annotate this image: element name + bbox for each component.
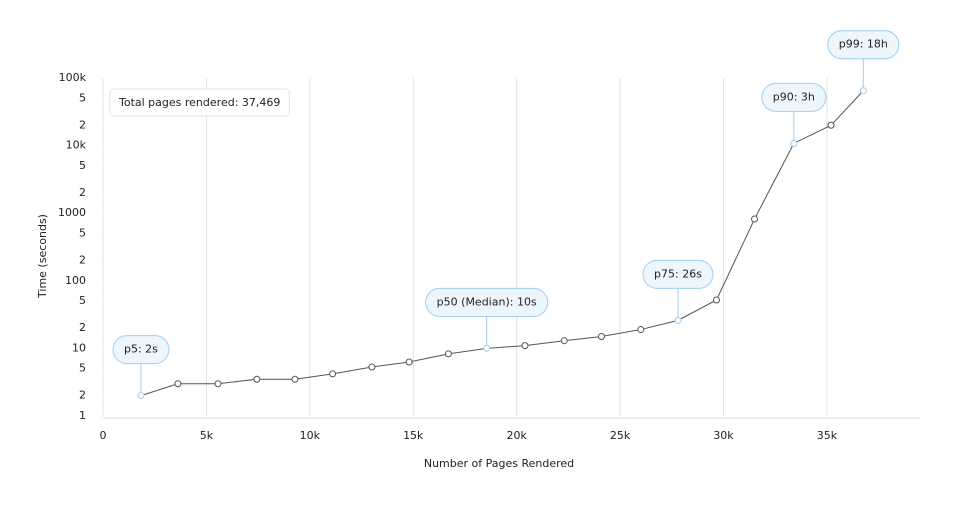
point xyxy=(405,358,413,366)
y-tick-label: 2 xyxy=(79,186,86,199)
point xyxy=(674,316,682,324)
callout-label: p75: 26s xyxy=(654,267,702,280)
y-tick-label: 100k xyxy=(59,71,87,84)
note-text: Total pages rendered: 37,469 xyxy=(118,96,280,109)
y-tick-label: 2 xyxy=(79,253,86,266)
point xyxy=(597,332,605,340)
point xyxy=(637,326,645,334)
point xyxy=(712,296,720,304)
line xyxy=(140,90,864,397)
callout-label: p99: 18h xyxy=(839,38,888,51)
x-tick-label: 5k xyxy=(200,429,214,442)
y-axis-label: Time (seconds) xyxy=(36,214,49,299)
x-tick-label: 10k xyxy=(300,429,321,442)
callout-label: p90: 3h xyxy=(773,90,815,103)
point xyxy=(253,375,261,383)
x-tick-label: 35k xyxy=(817,429,838,442)
x-tick-label: 30k xyxy=(713,429,734,442)
callout: p75: 26s xyxy=(642,259,714,289)
point xyxy=(483,344,491,352)
point xyxy=(827,121,835,129)
callout-label: p50 (Median): 10s xyxy=(437,295,537,308)
callout-bubble xyxy=(112,335,170,365)
y-tick-label: 10 xyxy=(72,341,86,354)
point xyxy=(521,342,529,350)
callout-bubble xyxy=(642,259,714,289)
y-tick-label: 5 xyxy=(79,159,86,172)
point xyxy=(368,363,376,371)
callout: p90: 3h xyxy=(761,82,827,112)
note: Total pages rendered: 37,469 xyxy=(109,88,290,117)
y-tick-label: 1000 xyxy=(58,206,86,219)
x-tick-label: 25k xyxy=(610,429,631,442)
callout: p50 (Median): 10s xyxy=(425,287,549,317)
note-box xyxy=(109,88,290,117)
point xyxy=(751,215,759,223)
y-tick-label: 2 xyxy=(79,321,86,334)
y-tick-label: 2 xyxy=(79,118,86,131)
callout-bubble xyxy=(761,82,827,112)
point xyxy=(560,337,568,345)
y-tick-label: 5 xyxy=(79,227,86,240)
callout-bubble xyxy=(425,287,549,317)
point xyxy=(790,139,798,147)
y-tick-label: 5 xyxy=(79,91,86,104)
point xyxy=(137,392,145,400)
x-tick-label: 0 xyxy=(100,429,107,442)
point xyxy=(174,380,182,388)
x-axis-label: Number of Pages Rendered xyxy=(424,457,574,470)
point xyxy=(859,87,867,95)
y-tick-label: 1 xyxy=(79,409,86,422)
y-tick-label: 10k xyxy=(66,139,87,152)
x-tick-label: 15k xyxy=(403,429,424,442)
point xyxy=(444,350,452,358)
callout: p5: 2s xyxy=(112,335,170,365)
point xyxy=(329,370,337,378)
callout-bubble xyxy=(827,30,900,60)
point xyxy=(291,375,299,383)
y-tick-label: 2 xyxy=(79,389,86,402)
callout: p99: 18h xyxy=(827,30,900,60)
y-tick-label: 5 xyxy=(79,294,86,307)
callout-label: p5: 2s xyxy=(124,343,158,356)
x-tick-label: 20k xyxy=(506,429,527,442)
y-tick-label: 5 xyxy=(79,362,86,375)
y-tick-label: 100 xyxy=(65,274,86,287)
point xyxy=(214,380,222,388)
